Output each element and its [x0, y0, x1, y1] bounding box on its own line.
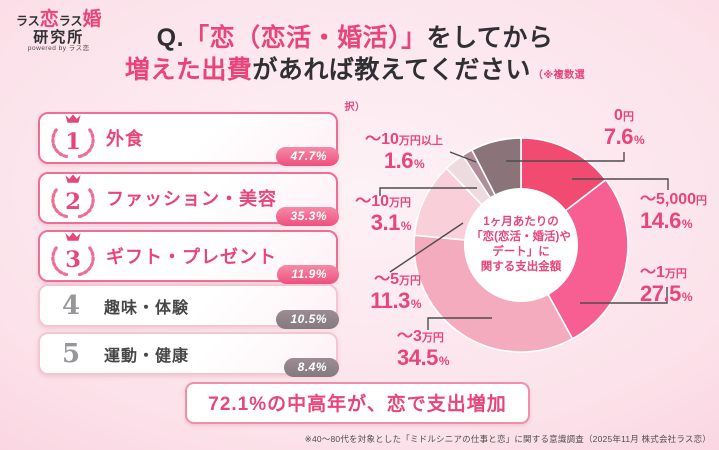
summary-banner: 72.1%の中高年が、恋で支出増加 — [185, 382, 530, 424]
rank-value-badge: 8.4% — [283, 358, 339, 377]
rank-label: 運動・健康 — [104, 347, 190, 365]
rank-number: 2 — [65, 189, 81, 215]
rank-value-badge: 11.9% — [277, 265, 339, 284]
laurel-wreath-icon: 2 — [51, 174, 95, 219]
rank-number: 4 — [61, 290, 81, 321]
rank-label: ギフト・プレゼント — [106, 247, 277, 267]
pie-label-0yen: 0円 7.6% — [603, 107, 645, 149]
leader-line-over10man — [449, 151, 477, 163]
rank-label: ファッション・美容 — [106, 189, 277, 209]
brand-logo-line1: ラス恋ラス婚 — [16, 9, 102, 30]
leader-line-0yen — [506, 152, 625, 162]
chart-center-title: 1ヶ月あたりの 「恋(恋活・婚活)や デート」に 関する支出金額 — [471, 215, 571, 274]
pie-label-10man: ～10万円 3.1% — [355, 193, 411, 235]
ranking-item-1: 1 外食 47.7% — [38, 112, 339, 166]
page-title: Q.「恋（恋活・婚活）」をしてから 増えた出費があれば教えてください （※複数選択… — [124, 24, 586, 113]
pie-label-over10man: ～10万円以上 1.6% — [365, 131, 443, 173]
rank-value-badge: 47.7% — [276, 147, 339, 166]
multi-select-note: （※複数選択） — [344, 70, 586, 113]
ranking-item-4: 4 趣味・体験 10.5% — [38, 284, 339, 329]
leader-line-3man — [427, 317, 492, 330]
rank-number: 3 — [65, 247, 81, 273]
leader-line-5man — [389, 222, 464, 273]
leader-line-1man — [580, 287, 668, 304]
brand-tagline: powered by ラス恋 — [27, 44, 90, 52]
pie-label-1man: ～1万円 27.5% — [640, 264, 693, 306]
leader-line-5000yen — [572, 178, 669, 190]
ranking-item-2: 2 ファッション・美容 35.3% — [38, 172, 339, 226]
pie-label-5man: ～5万円 11.3% — [370, 271, 421, 313]
rank-value-badge: 35.3% — [276, 207, 339, 226]
donut-chart: 1ヶ月あたりの 「恋(恋活・婚活)や デート」に 関する支出金額 0円 7.6%… — [345, 95, 719, 407]
rank-value-badge: 10.5% — [276, 310, 339, 329]
ranking-item-3: 3 ギフト・プレゼント 11.9% — [38, 230, 339, 284]
donut-hole — [464, 188, 578, 302]
donut-chart-svg — [379, 137, 669, 353]
rank-label: 外食 — [106, 129, 144, 149]
laurel-wreath-icon: 1 — [51, 114, 95, 159]
leader-line-10man — [379, 187, 477, 196]
ranking-item-5: 5 運動・健康 8.4% — [38, 332, 339, 377]
rank-number: 5 — [61, 338, 81, 369]
brand-logo: ラス恋ラス婚 研究所 powered by ラス恋 — [16, 10, 102, 53]
pie-label-5000yen: ～5,000円 14.6% — [640, 191, 708, 233]
rank-label: 趣味・体験 — [104, 299, 190, 317]
laurel-wreath-icon: 3 — [51, 232, 95, 277]
rank-number: 1 — [65, 129, 81, 155]
pie-label-3man: ～3万円 34.5% — [397, 328, 450, 370]
survey-footnote: ※40～80代を対象とした「ミドルシニアの仕事と恋」に関する意識調査（2025年… — [304, 434, 711, 444]
brand-logo-line2: 研究所 — [33, 28, 85, 46]
